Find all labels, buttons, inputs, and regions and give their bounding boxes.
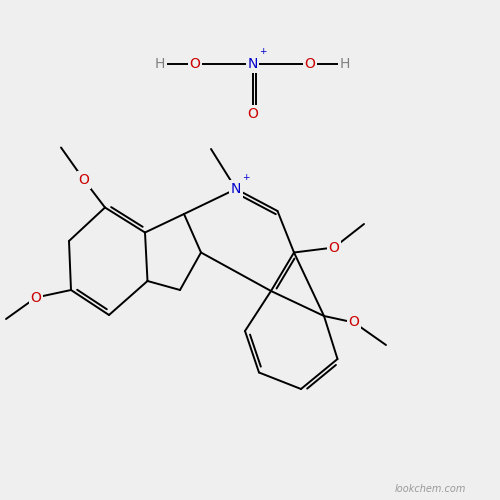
Text: O: O (247, 107, 258, 121)
Text: H: H (155, 57, 165, 71)
Text: lookchem.com: lookchem.com (394, 484, 466, 494)
Text: O: O (190, 57, 200, 71)
Text: +: + (242, 172, 250, 182)
Text: O: O (328, 240, 340, 254)
Text: O: O (78, 173, 90, 187)
Text: O: O (348, 316, 360, 330)
Text: O: O (30, 290, 42, 304)
Text: N: N (231, 182, 241, 196)
Text: N: N (248, 57, 258, 71)
Text: O: O (304, 57, 316, 71)
Text: H: H (340, 57, 350, 71)
Text: +: + (259, 46, 267, 56)
